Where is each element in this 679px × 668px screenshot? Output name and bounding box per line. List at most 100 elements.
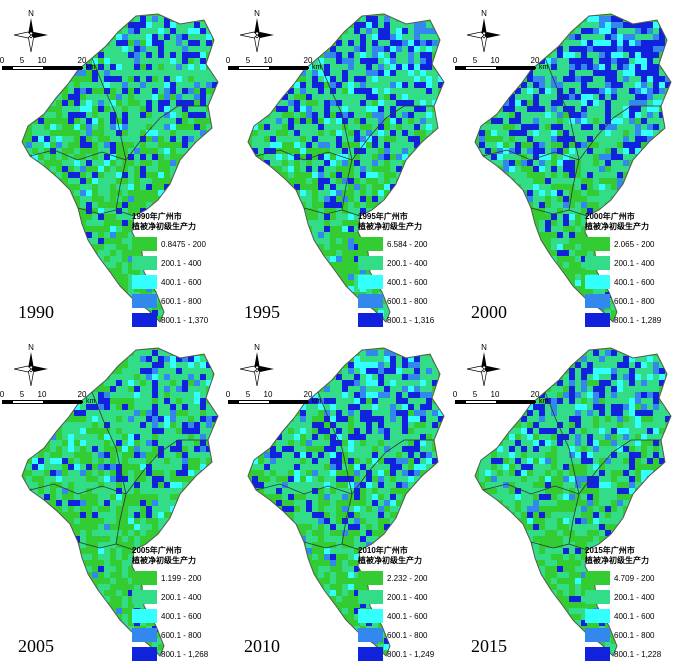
legend-item: 200.1 - 400: [585, 256, 675, 270]
npp-raster-map: [247, 347, 445, 657]
legend-item: 600.1 - 800: [585, 294, 675, 308]
legend-class-label: 400.1 - 600: [161, 277, 202, 287]
legend-swatch: [132, 256, 157, 270]
panel-year-label: 1995: [244, 302, 280, 322]
legend-item: 6.584 - 200: [358, 237, 448, 251]
legend-item: 2.065 - 200: [585, 237, 675, 251]
scale-bar: 0 5 10 20 km: [226, 56, 334, 78]
legend-swatch: [132, 647, 157, 661]
legend-class-label: 400.1 - 600: [387, 277, 428, 287]
legend-item: 800.1 - 1,370: [132, 313, 222, 327]
legend-title: 2010年广州市: [358, 546, 408, 555]
map-panel-2005: N 0 5 10 20 km 2005年广州市 植被净初级生产力 1.199 - 200 200.…: [0, 334, 226, 668]
scale-unit: km: [312, 398, 322, 405]
legend-class-label: 4.709 - 200: [614, 573, 655, 583]
scale-tick-label: 0: [226, 56, 231, 65]
legend-swatch: [358, 628, 383, 642]
legend-title: 1990年广州市: [132, 212, 182, 221]
legend-swatch: [585, 647, 610, 661]
map-legend: 2000年广州市 植被净初级生产力 2.065 - 200 200.1 - 400 40…: [585, 212, 675, 327]
north-arrow-icon: N: [240, 9, 274, 53]
npp-raster-map: [21, 347, 219, 657]
legend-swatch: [585, 571, 610, 585]
legend-item: 800.1 - 1,228: [585, 647, 675, 661]
legend-swatch: [585, 294, 610, 308]
scale-bar: 0 5 10 20 km: [0, 56, 108, 78]
scale-unit: km: [312, 64, 322, 71]
scale-bar-graphic: [228, 66, 309, 70]
north-label: N: [481, 343, 487, 352]
legend-class-label: 200.1 - 400: [161, 258, 202, 268]
legend-swatch: [358, 256, 383, 270]
scale-tick-label: 20: [77, 56, 87, 65]
legend-class-label: 200.1 - 400: [387, 258, 428, 268]
legend-title: 1995年广州市: [358, 212, 408, 221]
legend-class-label: 800.1 - 1,316: [387, 315, 435, 325]
scale-tick-label: 10: [490, 390, 500, 399]
legend-swatch: [358, 590, 383, 604]
panel-year-label: 2005: [18, 636, 54, 656]
panel-year-label: 1990: [18, 302, 54, 322]
legend-item: 600.1 - 800: [585, 628, 675, 642]
scale-bar: 0 5 10 20 km: [453, 390, 561, 412]
legend-swatch: [358, 275, 383, 289]
map-legend: 2010年广州市 植被净初级生产力 2.232 - 200 200.1 - 400 40…: [358, 546, 448, 661]
north-arrow-icon: N: [14, 343, 48, 387]
scale-tick-label: 5: [245, 390, 251, 399]
legend-subtitle: 植被净初级生产力: [358, 556, 422, 565]
scale-tick-label: 5: [19, 390, 25, 399]
scale-tick-label: 10: [37, 56, 47, 65]
legend-item: 400.1 - 600: [358, 609, 448, 623]
legend-item: 2.232 - 200: [358, 571, 448, 585]
legend-swatch: [585, 275, 610, 289]
scale-unit: km: [86, 398, 96, 405]
legend-item: 200.1 - 400: [132, 256, 222, 270]
legend-item: 400.1 - 600: [585, 609, 675, 623]
scale-tick-label: 5: [472, 390, 478, 399]
scale-tick-label: 10: [490, 56, 500, 65]
legend-class-label: 200.1 - 400: [614, 258, 655, 268]
legend-item: 400.1 - 600: [132, 275, 222, 289]
scale-bar-graphic: [2, 400, 83, 404]
legend-class-label: 200.1 - 400: [614, 592, 655, 602]
legend-title: 2015年广州市: [585, 546, 635, 555]
legend-item: 200.1 - 400: [132, 590, 222, 604]
npp-raster-map: [474, 13, 672, 323]
legend-swatch: [132, 628, 157, 642]
north-arrow-icon: N: [467, 343, 501, 387]
legend-swatch: [358, 294, 383, 308]
legend-class-label: 400.1 - 600: [614, 611, 655, 621]
legend-swatch: [358, 313, 383, 327]
legend-item: 4.709 - 200: [585, 571, 675, 585]
scale-bar: 0 5 10 20 km: [0, 390, 108, 412]
legend-class-label: 200.1 - 400: [161, 592, 202, 602]
legend-swatch: [585, 313, 610, 327]
legend-item: 600.1 - 800: [132, 294, 222, 308]
north-arrow-icon: N: [467, 9, 501, 53]
scale-tick-label: 10: [263, 390, 273, 399]
map-panel-2015: N 0 5 10 20 km 2015年广州市 植被净初级生产力 4.709 - 200 200.…: [453, 334, 679, 668]
map-legend: 1995年广州市 植被净初级生产力 6.584 - 200 200.1 - 400 40…: [358, 212, 448, 327]
legend-subtitle: 植被净初级生产力: [585, 556, 649, 565]
legend-swatch: [132, 313, 157, 327]
north-label: N: [254, 9, 260, 18]
legend-subtitle: 植被净初级生产力: [358, 222, 422, 231]
legend-class-label: 600.1 - 800: [161, 630, 202, 640]
legend-swatch: [358, 237, 383, 251]
legend-item: 800.1 - 1,268: [132, 647, 222, 661]
legend-swatch: [585, 628, 610, 642]
legend-item: 800.1 - 1,289: [585, 313, 675, 327]
npp-raster-map: [21, 13, 219, 323]
legend-class-label: 2.232 - 200: [387, 573, 428, 583]
scale-tick-label: 5: [472, 56, 478, 65]
legend-swatch: [585, 237, 610, 251]
legend-swatch: [132, 275, 157, 289]
legend-subtitle: 植被净初级生产力: [132, 556, 196, 565]
map-panel-2000: N 0 5 10 20 km 2000年广州市 植被净初级生产力 2.065 - 200 200.…: [453, 0, 679, 334]
legend-class-label: 800.1 - 1,268: [161, 649, 209, 659]
legend-item: 600.1 - 800: [132, 628, 222, 642]
legend-class-label: 2.065 - 200: [614, 239, 655, 249]
legend-swatch: [358, 609, 383, 623]
scale-bar: 0 5 10 20 km: [453, 56, 561, 78]
map-legend: 2005年广州市 植被净初级生产力 1.199 - 200 200.1 - 400 40…: [132, 546, 222, 661]
